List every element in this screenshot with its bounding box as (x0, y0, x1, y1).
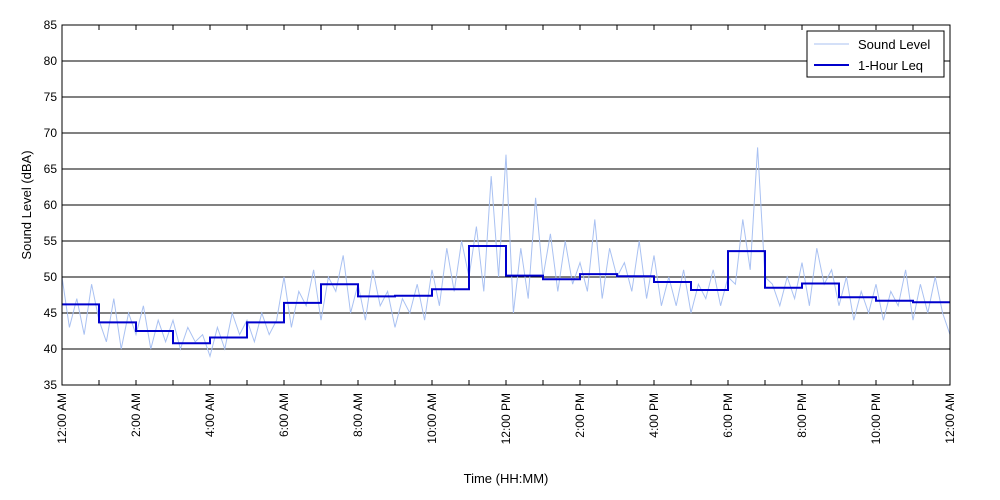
legend: Sound Level 1-Hour Leq (806, 30, 945, 78)
y-tick-label-40: 40 (44, 342, 58, 356)
sound-level-series (61, 147, 951, 358)
y-axis-label: Sound Level (dBA) (19, 150, 34, 259)
y-tick-label-70: 70 (44, 126, 58, 140)
legend-label-leq: 1-Hour Leq (858, 58, 923, 73)
y-tick-label-75: 75 (44, 90, 58, 104)
x-tick-label-3: 6:00 AM (277, 393, 291, 437)
legend-label-sound-level: Sound Level (858, 37, 930, 52)
sound-level-line (61, 147, 951, 358)
x-tick-label-8: 4:00 PM (647, 393, 661, 438)
y-tick-label-50: 50 (44, 270, 58, 284)
x-tick-label-0: 12:00 AM (55, 393, 69, 444)
y-axis-ticks: 35 40 45 50 55 60 65 70 75 80 85 (44, 18, 950, 392)
y-tick-label-85: 85 (44, 18, 58, 32)
x-axis-ticks: 12:00 AM 2:00 AM 4:00 AM 6:00 AM 8:00 AM 10:0… (55, 25, 957, 444)
x-tick-label-12: 12:00 AM (943, 393, 957, 444)
x-tick-label-4: 8:00 AM (351, 393, 365, 437)
y-tick-label-45: 45 (44, 306, 58, 320)
grid-lines (62, 60, 950, 350)
x-tick-label-5: 10:00 AM (425, 393, 439, 444)
leq-series (62, 245, 950, 345)
x-axis-label: Time (HH:MM) (464, 471, 549, 486)
leq-step-line (62, 245, 950, 345)
y-tick-label-35: 35 (44, 378, 58, 392)
x-tick-label-1: 2:00 AM (129, 393, 143, 437)
x-tick-label-9: 6:00 PM (721, 393, 735, 438)
x-tick-label-10: 8:00 PM (795, 393, 809, 438)
legend-box (806, 30, 945, 78)
y-tick-label-65: 65 (44, 162, 58, 176)
x-tick-label-7: 2:00 PM (573, 393, 587, 438)
x-tick-label-6: 12:00 PM (499, 393, 513, 444)
y-tick-label-80: 80 (44, 54, 58, 68)
y-tick-label-60: 60 (44, 198, 58, 212)
x-tick-label-2: 4:00 AM (203, 393, 217, 437)
y-tick-label-55: 55 (44, 234, 58, 248)
x-tick-label-11: 10:00 PM (869, 393, 883, 444)
